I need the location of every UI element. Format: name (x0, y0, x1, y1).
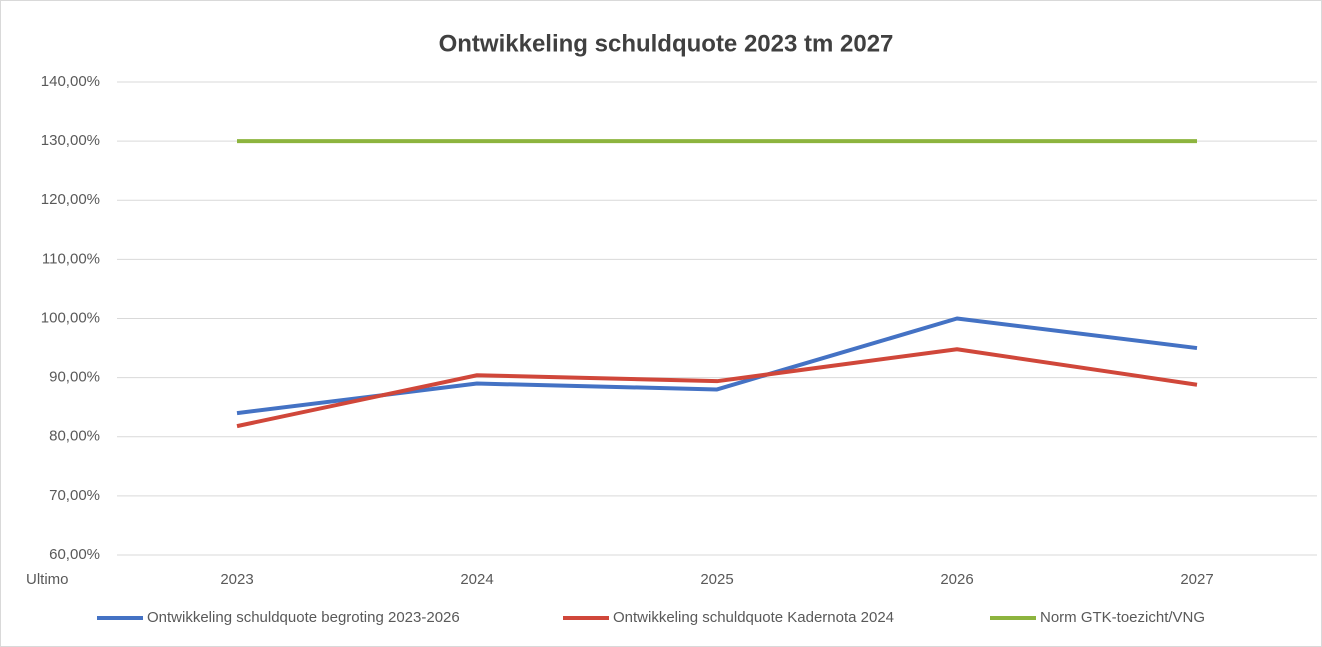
y-tick-label: 70,00% (49, 487, 100, 504)
x-tick-label: 2027 (1180, 571, 1213, 588)
legend-label: Ontwikkeling schuldquote Kadernota 2024 (613, 609, 894, 626)
y-tick-label: 140,00% (41, 73, 100, 90)
y-tick-label: 60,00% (49, 546, 100, 563)
legend-label: Ontwikkeling schuldquote begroting 2023-… (147, 609, 460, 626)
legend-label: Norm GTK-toezicht/VNG (1040, 609, 1205, 626)
y-tick-label: 120,00% (41, 191, 100, 208)
x-tick-label: 2023 (220, 571, 253, 588)
chart-title: Ontwikkeling schuldquote 2023 tm 2027 (439, 30, 894, 57)
y-tick-label: 100,00% (41, 309, 100, 326)
x-tick-label: 2025 (700, 571, 733, 588)
y-tick-label: 130,00% (41, 132, 100, 149)
x-tick-label: 2024 (460, 571, 493, 588)
y-tick-label: 110,00% (42, 250, 100, 267)
x-axis-label: Ultimo (26, 571, 69, 588)
y-tick-label: 80,00% (49, 428, 100, 445)
y-tick-label: 90,00% (49, 369, 100, 386)
x-tick-label: 2026 (940, 571, 973, 588)
series-line (236, 347, 1198, 429)
